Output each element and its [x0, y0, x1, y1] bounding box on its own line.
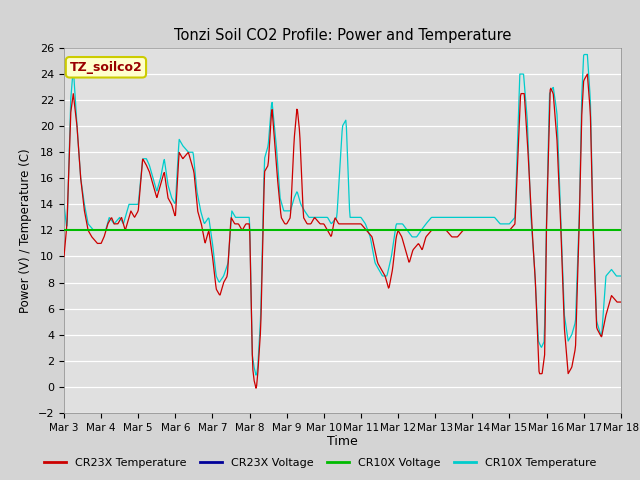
Y-axis label: Power (V) / Temperature (C): Power (V) / Temperature (C): [19, 148, 32, 312]
Text: TZ_soilco2: TZ_soilco2: [70, 61, 142, 74]
Legend: CR23X Temperature, CR23X Voltage, CR10X Voltage, CR10X Temperature: CR23X Temperature, CR23X Voltage, CR10X …: [39, 453, 601, 472]
Title: Tonzi Soil CO2 Profile: Power and Temperature: Tonzi Soil CO2 Profile: Power and Temper…: [173, 28, 511, 43]
X-axis label: Time: Time: [327, 435, 358, 448]
